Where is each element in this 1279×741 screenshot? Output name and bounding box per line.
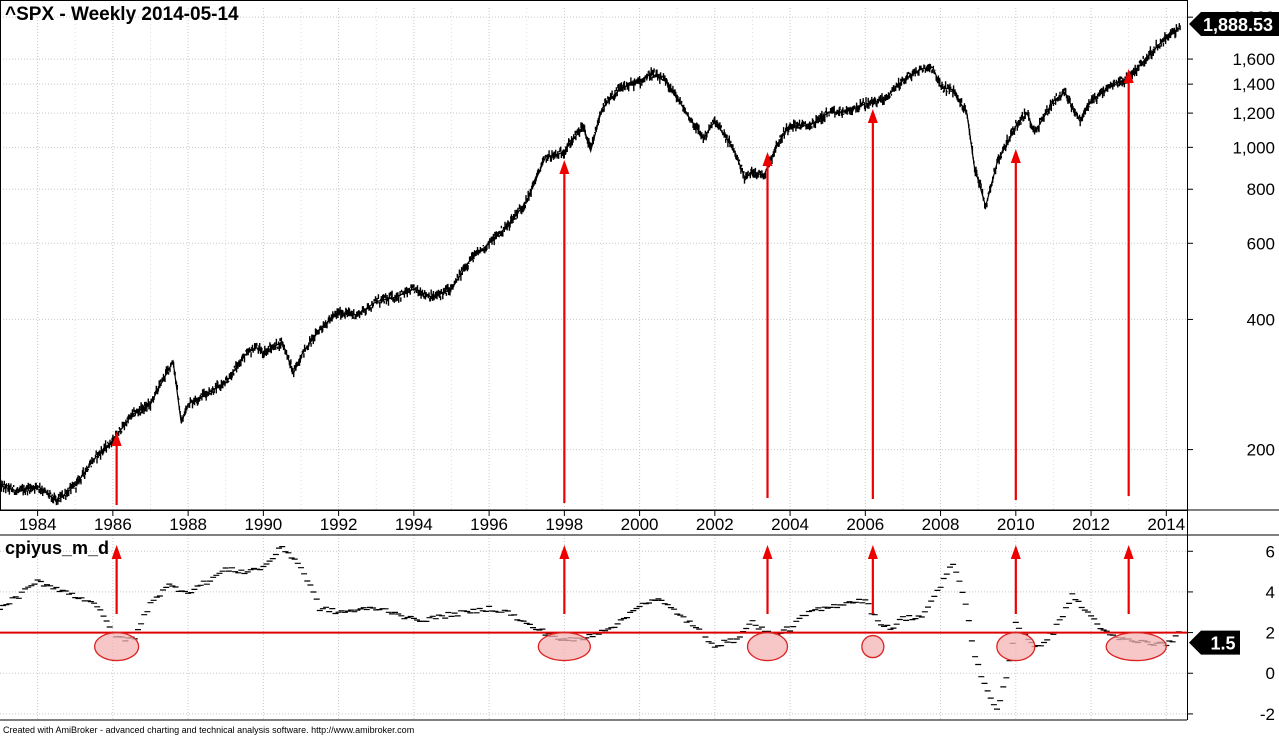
highlight-ellipse-5: [996, 631, 1036, 662]
y-tick-label-main-7: 1,600: [1232, 50, 1275, 69]
indicator-title: cpiyus_m_d: [5, 538, 109, 558]
y-tick-label-main-5: 1,200: [1232, 104, 1275, 123]
highlight-ellipse-3: [746, 631, 789, 662]
grid-layer: [0, 8, 1187, 720]
y-tick-label-main-4: 1,000: [1232, 138, 1275, 157]
x-tick-label-14: 2012: [1072, 515, 1110, 534]
arrow-head-ind-6: [1123, 545, 1134, 559]
main-chart-title: ^SPX - Weekly 2014-05-14: [5, 4, 239, 25]
highlight-ellipse-2: [537, 631, 591, 662]
arrow-head-ind-2: [559, 545, 570, 559]
y-tick-label-ind-3: 4: [1266, 583, 1275, 602]
y-tick-label-main-8: 2,000: [1232, 8, 1275, 27]
x-tick-label-15: 2014: [1147, 515, 1185, 534]
x-tick-label-9: 2002: [696, 515, 734, 534]
last-value-label: 1,888.53: [1203, 15, 1273, 35]
y-tick-label-main-6: 1,400: [1232, 75, 1275, 94]
text-layer: ^SPX - Weekly 2014-05-14 cpiyus_m_d Crea…: [3, 4, 1275, 735]
highlight-ellipse-1: [93, 631, 140, 662]
y-tick-label-main-1: 400: [1247, 310, 1275, 329]
arrow-head-main-6: [1123, 69, 1134, 83]
y-tick-label-ind-1: 0: [1266, 664, 1275, 683]
x-tick-label-1: 1986: [94, 515, 132, 534]
y-tick-label-main-0: 200: [1247, 441, 1275, 460]
arrow-head-main-3: [762, 152, 773, 166]
x-tick-label-7: 1998: [545, 515, 583, 534]
arrow-head-main-2: [559, 160, 570, 174]
y-tick-label-main-3: 800: [1247, 180, 1275, 199]
highlight-ellipse-6: [1105, 631, 1167, 662]
main-frame: [0, 0, 1188, 511]
y-tick-label-ind-4: 6: [1266, 542, 1275, 561]
x-tick-label-8: 2000: [621, 515, 659, 534]
threshold-label: 1.5: [1210, 634, 1235, 654]
y-tick-label-ind-0: -2: [1260, 705, 1275, 724]
x-tick-label-3: 1990: [244, 515, 282, 534]
arrow-head-ind-4: [867, 545, 878, 559]
x-tick-label-12: 2008: [922, 515, 960, 534]
price-series: [0, 23, 1181, 506]
x-tick-label-0: 1984: [19, 515, 57, 534]
arrow-head-ind-3: [762, 545, 773, 559]
credit-text: Created with AmiBroker - advanced charti…: [3, 725, 414, 735]
arrow-head-main-5: [1010, 149, 1021, 163]
x-tick-label-11: 2006: [846, 515, 884, 534]
series-layer: [0, 23, 1182, 710]
x-tick-label-5: 1994: [395, 515, 433, 534]
frame-layer: [0, 0, 1279, 721]
x-tick-label-2: 1988: [169, 515, 207, 534]
arrow-head-ind-5: [1010, 545, 1021, 559]
price-path: [0, 27, 1181, 502]
arrow-head-main-1: [111, 432, 122, 446]
x-tick-label-4: 1992: [320, 515, 358, 534]
x-tick-label-13: 2010: [997, 515, 1035, 534]
arrow-head-main-4: [867, 109, 878, 123]
highlight-ellipse-4: [861, 634, 885, 659]
last-value-box: [1189, 12, 1279, 36]
threshold-label-box: [1189, 630, 1240, 655]
y-tick-label-ind-2: 2: [1266, 624, 1275, 643]
annotation-layer: [0, 12, 1279, 662]
indicator-series: [0, 546, 1182, 710]
arrow-head-ind-1: [111, 545, 122, 559]
x-tick-label-10: 2004: [771, 515, 809, 534]
x-tick-label-6: 1996: [470, 515, 508, 534]
y-tick-label-main-2: 600: [1247, 234, 1275, 253]
